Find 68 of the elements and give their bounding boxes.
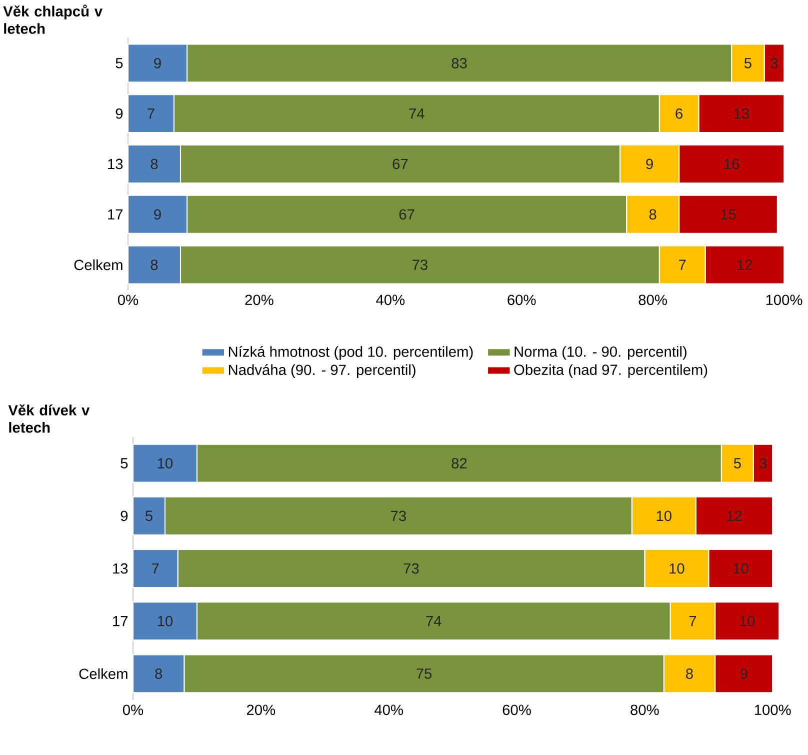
data-label: 67: [392, 158, 408, 170]
x-tick-label: 100%: [766, 294, 802, 306]
data-label: 6: [676, 108, 682, 119]
data-label: 7: [148, 108, 154, 119]
data-label: 5: [145, 510, 152, 522]
x-tick-label: 100%: [754, 704, 791, 716]
data-label: 8: [150, 260, 158, 270]
data-label: 3: [770, 58, 778, 68]
data-label: 75: [416, 668, 432, 679]
x-tick-label: 40%: [374, 704, 403, 716]
data-label: 5: [744, 58, 752, 68]
data-label: 73: [404, 563, 419, 574]
y-tick-label: 17: [108, 209, 123, 220]
data-label: 73: [412, 260, 428, 270]
x-tick-label: 0%: [122, 704, 144, 716]
data-label: 15: [721, 209, 736, 220]
x-tick-label: 80%: [630, 704, 659, 716]
x-tick-label: 60%: [502, 704, 531, 716]
data-label: 3: [760, 458, 766, 468]
y-tick-label: 9: [116, 108, 123, 119]
data-label: 10: [740, 616, 755, 626]
data-label: 10: [670, 563, 684, 574]
data-label: 83: [452, 58, 467, 68]
data-label: 8: [686, 668, 693, 679]
data-label: 13: [734, 108, 749, 119]
data-label: 10: [734, 563, 748, 574]
data-label: 9: [154, 58, 161, 68]
y-tick-label: 13: [113, 563, 128, 574]
data-label: 9: [740, 668, 748, 679]
legend-label: Norma (10. - 90. percentil): [514, 346, 686, 360]
data-label: 8: [649, 209, 656, 220]
data-label: 12: [738, 260, 752, 270]
legend-label: Nadváha (90. - 97. percentil): [228, 364, 416, 378]
data-label: 7: [678, 260, 686, 270]
data-label: 10: [656, 510, 672, 522]
x-tick-label: 60%: [508, 294, 536, 306]
y-tick-label: 17: [113, 616, 128, 626]
x-tick-label: 20%: [246, 704, 276, 716]
y-tick-label: 13: [108, 158, 123, 170]
data-label: 67: [399, 209, 414, 220]
data-label: 12: [727, 510, 742, 522]
data-label: 9: [154, 209, 161, 220]
data-label: 16: [724, 158, 740, 170]
data-label: 8: [155, 668, 162, 679]
data-label: 8: [150, 158, 158, 170]
x-tick-label: 0%: [118, 294, 138, 306]
x-tick-label: 80%: [638, 294, 667, 306]
y-axis-title: Věk chlapců v letech: [3, 4, 102, 34]
legend-label: Nízká hmotnost (pod 10. percentilem): [228, 346, 473, 360]
data-label: 9: [646, 158, 653, 170]
y-axis-title: Věk dívek v letech: [8, 404, 90, 433]
x-tick-label: 40%: [376, 294, 405, 306]
y-tick-label: 9: [120, 510, 128, 522]
data-label: 5: [734, 458, 741, 468]
data-label: 74: [409, 108, 424, 119]
data-label: 73: [391, 510, 406, 522]
data-label: 10: [158, 458, 173, 468]
legend-label: Obezita (nad 97. percentilem): [514, 364, 708, 378]
data-label: 82: [452, 458, 467, 468]
data-label: 74: [426, 616, 442, 626]
x-tick-label: 20%: [245, 294, 274, 306]
data-label: 7: [152, 563, 159, 574]
y-tick-label: 5: [120, 458, 128, 468]
y-tick-label: 5: [116, 58, 123, 68]
data-label: 10: [158, 616, 173, 626]
y-tick-label: Celkem: [79, 668, 128, 680]
y-tick-label: Celkem: [74, 259, 122, 270]
data-label: 7: [689, 616, 696, 626]
